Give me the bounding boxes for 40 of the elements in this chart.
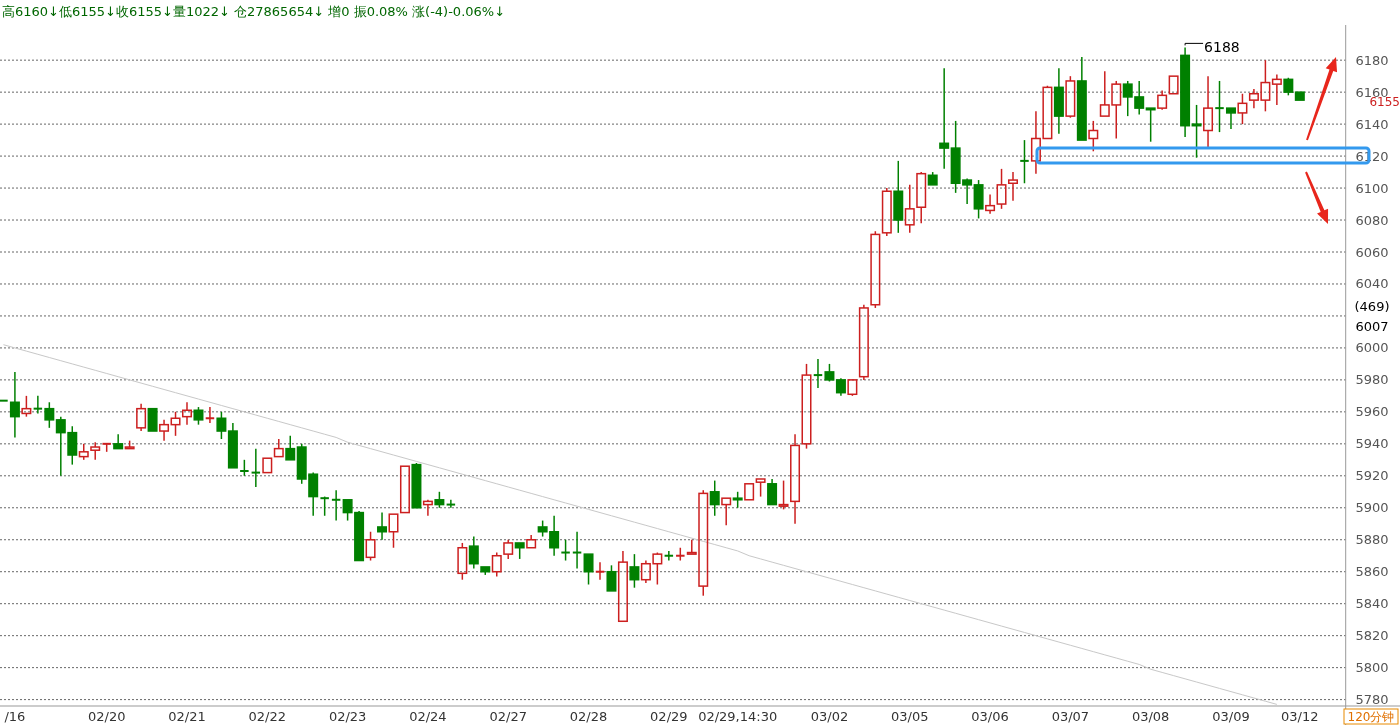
x-tick-label: 02/22 bbox=[248, 709, 287, 724]
y-tick-label: 6060 bbox=[1355, 244, 1389, 260]
x-tick-label: 03/07 bbox=[1051, 709, 1090, 724]
y-tick-label: 5840 bbox=[1355, 596, 1389, 612]
text: 6007 bbox=[1355, 318, 1389, 334]
x-tick-label: 02/27 bbox=[489, 709, 527, 724]
x-tick-label: 03/08 bbox=[1131, 709, 1170, 724]
x-tick-label: 02/21 bbox=[168, 709, 206, 724]
y-tick-label: 6080 bbox=[1355, 212, 1389, 228]
y-tick-label: 6100 bbox=[1355, 180, 1389, 196]
x-tick-label: 03/05 bbox=[891, 709, 929, 724]
y-tick-label: 6180 bbox=[1355, 52, 1389, 68]
x-tick-label: 03/02 bbox=[810, 709, 849, 724]
y-tick-label: 5960 bbox=[1355, 404, 1389, 420]
y-tick-label: 5980 bbox=[1355, 372, 1389, 388]
x-tick-label: 03/12 bbox=[1281, 709, 1319, 724]
x-tick-label: 03/06 bbox=[971, 709, 1009, 724]
y-tick-label: 6000 bbox=[1355, 340, 1389, 356]
y-tick-label: 6140 bbox=[1355, 116, 1389, 132]
x-tick-label: 02/20 bbox=[87, 709, 126, 724]
x-tick-label: /16 bbox=[4, 709, 26, 724]
y-tick-label: 5860 bbox=[1355, 564, 1389, 580]
y-tick-label: 5800 bbox=[1355, 660, 1389, 676]
x-tick-label: 02/23 bbox=[328, 709, 367, 724]
x-tick-label: 03/09 bbox=[1212, 709, 1250, 724]
y-tick-label: 5940 bbox=[1355, 436, 1389, 452]
y-tick-label: 5780 bbox=[1355, 692, 1389, 708]
y-tick-label: 5820 bbox=[1355, 628, 1389, 644]
x-tick-label: 02/29 bbox=[650, 709, 688, 724]
y-tick-label: 5900 bbox=[1355, 500, 1389, 516]
y-tick-label: 5880 bbox=[1355, 532, 1389, 548]
x-tick-label: 02/29,14:30 bbox=[698, 709, 778, 724]
x-tick-label: 02/28 bbox=[569, 709, 608, 724]
text: 120分钟 bbox=[1347, 710, 1395, 724]
text: (469) bbox=[1354, 298, 1390, 314]
y-tick-label: 5920 bbox=[1355, 468, 1389, 484]
annotation: 6188 bbox=[1204, 39, 1240, 56]
y-tick-label: 6040 bbox=[1355, 276, 1389, 292]
x-tick-label: 02/24 bbox=[409, 709, 447, 724]
chart-title: 高6160↓低6155↓收6155↓量1022↓ 仓27865654↓ 增0 振0.08% 涨(-4)-0.06%↓ bbox=[2, 4, 506, 19]
